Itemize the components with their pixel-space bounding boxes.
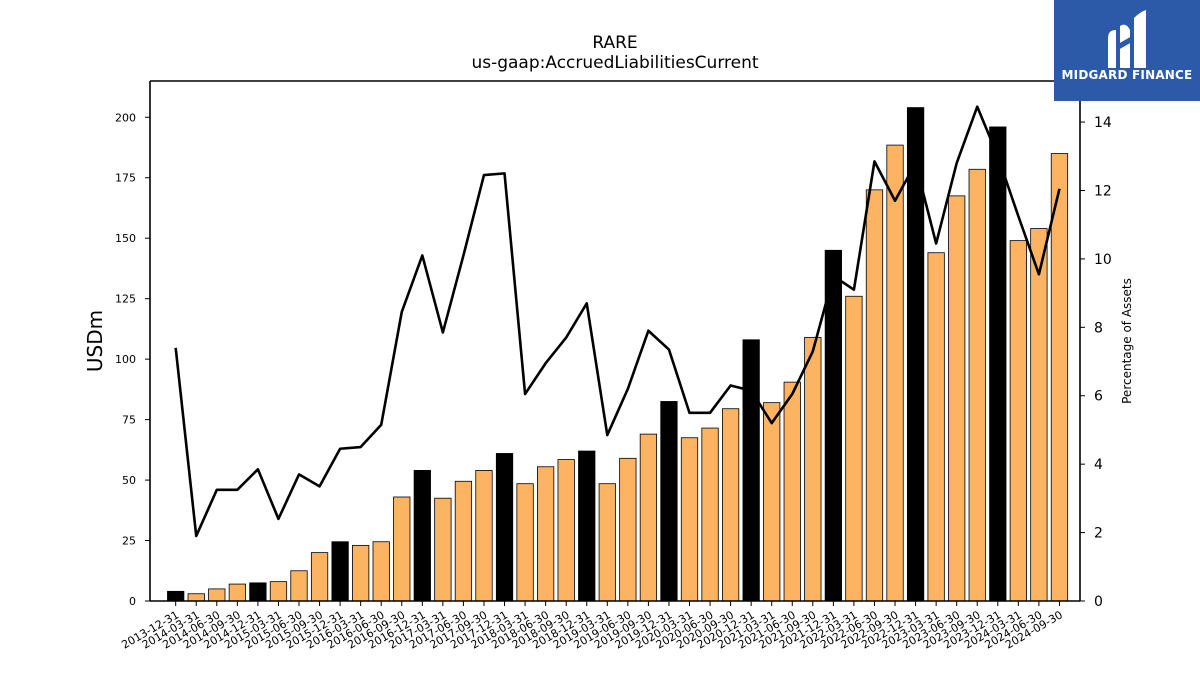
y-tick-label: 175 (115, 172, 136, 185)
bar-2016-12-31 (413, 469, 431, 602)
bar-2023-06-30 (948, 195, 966, 602)
bar-2017-03-31 (434, 497, 452, 602)
y2-tick-label: 6 (1094, 389, 1103, 405)
bar-2022-03-31 (845, 295, 863, 602)
bar-2014-06-30 (208, 588, 226, 602)
bar-2015-09-30 (310, 552, 329, 602)
y-tick-label: 50 (122, 474, 136, 487)
bar-2014-03-31 (187, 593, 205, 602)
bar-series (167, 107, 1069, 602)
y2-tick-label: 8 (1094, 320, 1103, 336)
bar-2024-03-31 (1009, 240, 1027, 602)
bar-2024-09-30 (1050, 153, 1069, 602)
right-axis-ticks: 0 2 4 6 8 10 12 14 (1080, 115, 1112, 610)
bar-2023-03-31 (927, 252, 945, 602)
logo: MIDGARD FINANCE (1054, 0, 1200, 101)
bar-2016-03-31 (352, 544, 370, 602)
percentage-line (174, 105, 1061, 538)
bar-2013-12-31 (167, 590, 185, 602)
y2-tick-label: 14 (1094, 115, 1112, 131)
y2-tick-label: 4 (1094, 457, 1103, 473)
bar-2021-12-31 (824, 249, 842, 602)
bar-2015-06-30 (290, 570, 308, 602)
bar-2018-03-31 (516, 483, 534, 602)
bar-2023-09-30 (968, 168, 986, 602)
bar-2017-06-30 (454, 480, 473, 602)
bar-2018-06-30 (537, 466, 555, 602)
y-tick-label: 125 (115, 293, 136, 306)
axes (149, 80, 1081, 602)
y2-tick-label: 0 (1094, 594, 1103, 610)
bar-2021-03-31 (763, 402, 781, 602)
y-tick-label: 200 (115, 111, 136, 124)
y2-tick-label: 12 (1094, 183, 1112, 199)
midgard-logo-icon (1108, 10, 1146, 68)
bar-2020-09-30 (721, 408, 740, 602)
bar-2016-09-30 (393, 496, 411, 602)
y-tick-label: 75 (122, 414, 136, 427)
bar-2017-09-30 (475, 469, 493, 602)
line-series (174, 105, 1061, 538)
bar-2024-06-30 (1030, 228, 1048, 602)
y-tick-label: 25 (122, 535, 136, 548)
bar-2020-12-31 (742, 339, 760, 602)
bar-2018-09-30 (557, 459, 575, 602)
bar-2019-03-31 (598, 483, 616, 602)
y-tick-label: 150 (115, 232, 136, 245)
bar-2021-06-30 (783, 381, 801, 602)
y-axis-label: USDm (83, 310, 107, 372)
bar-2020-03-31 (680, 437, 699, 602)
bar-2017-12-31 (495, 453, 514, 602)
chart-subtitle: us-gaap:AccruedLiabilitiesCurrent (471, 53, 758, 73)
bar-2015-03-31 (269, 581, 288, 602)
chart-title: RARE (592, 33, 637, 53)
logo-text: MIDGARD FINANCE (1061, 68, 1193, 82)
bar-2022-06-30 (865, 189, 884, 602)
y2-tick-label: 2 (1094, 526, 1103, 542)
bar-2022-09-30 (886, 144, 904, 602)
y-tick-label: 100 (115, 353, 136, 366)
bar-2014-09-30 (228, 583, 246, 602)
y2-tick-label: 10 (1094, 252, 1112, 268)
bar-2014-12-31 (249, 582, 267, 602)
left-axis-ticks: 0 25 50 75 100 125 150 175 200 (115, 111, 150, 608)
y2-axis-label: Percentage of Assets (1120, 278, 1134, 404)
bar-2020-06-30 (701, 427, 719, 602)
y-tick-label: 0 (129, 595, 136, 608)
x-axis-ticks: 2013-12-312014-03-312014-06-302014-09-30… (119, 601, 1065, 652)
bar-2015-12-31 (331, 541, 349, 602)
bar-2016-06-30 (372, 541, 390, 602)
bar-2018-12-31 (578, 450, 596, 602)
bar-2019-06-30 (619, 457, 637, 602)
bar-2019-12-31 (660, 401, 678, 602)
bar-2021-09-30 (804, 336, 822, 602)
bar-2023-12-31 (989, 126, 1007, 602)
bar-2019-09-30 (639, 433, 658, 602)
